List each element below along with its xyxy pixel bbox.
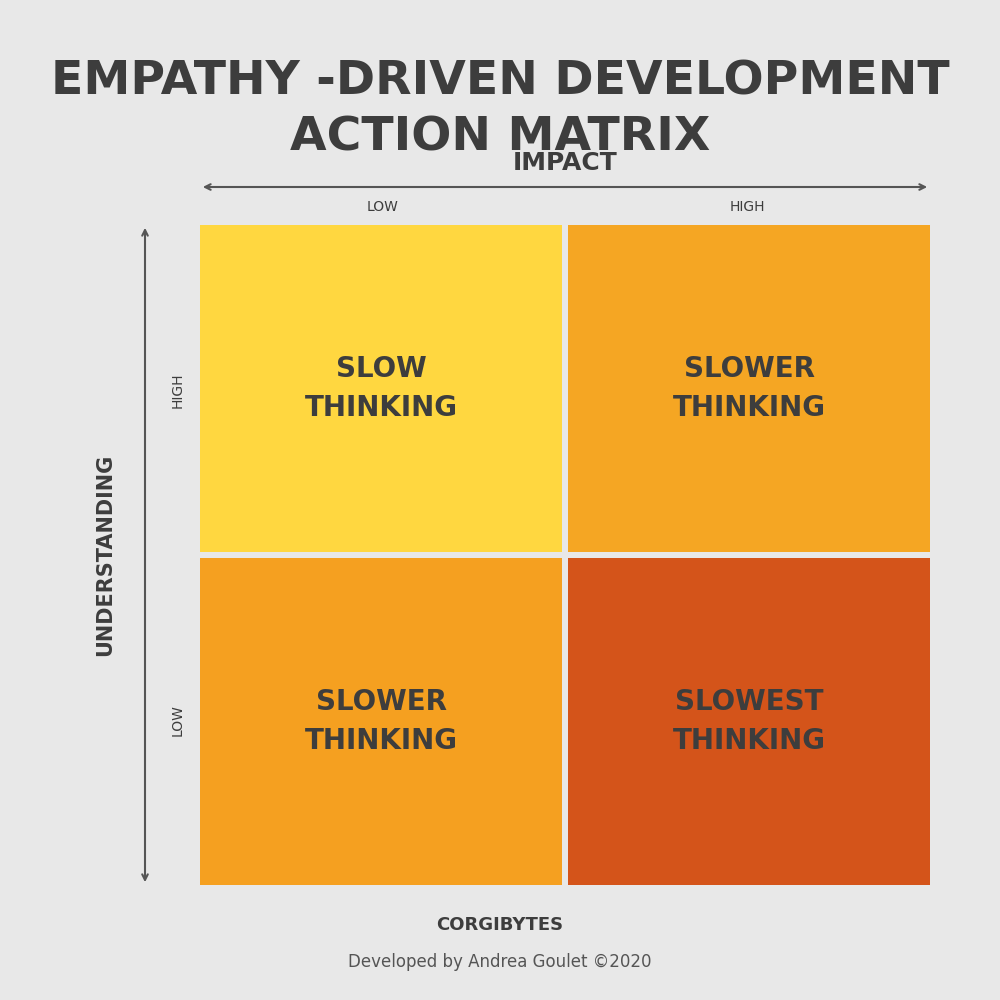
- Text: LOW: LOW: [367, 200, 398, 214]
- Text: SLOWER
THINKING: SLOWER THINKING: [673, 355, 826, 422]
- Text: LOW: LOW: [171, 704, 185, 736]
- Text: SLOWEST
THINKING: SLOWEST THINKING: [673, 688, 826, 755]
- Text: UNDERSTANDING: UNDERSTANDING: [95, 454, 115, 656]
- Text: HIGH: HIGH: [730, 200, 765, 214]
- Text: ACTION MATRIX: ACTION MATRIX: [290, 115, 710, 160]
- Text: SLOW
THINKING: SLOW THINKING: [304, 355, 458, 422]
- Text: SLOWER
THINKING: SLOWER THINKING: [304, 688, 458, 755]
- Text: HIGH: HIGH: [171, 372, 185, 408]
- Text: EMPATHY -DRIVEN DEVELOPMENT: EMPATHY -DRIVEN DEVELOPMENT: [51, 60, 949, 104]
- Text: IMPACT: IMPACT: [513, 151, 617, 175]
- Text: Developed by Andrea Goulet ©2020: Developed by Andrea Goulet ©2020: [348, 953, 652, 971]
- Text: CORGIBYTES: CORGIBYTES: [436, 916, 564, 934]
